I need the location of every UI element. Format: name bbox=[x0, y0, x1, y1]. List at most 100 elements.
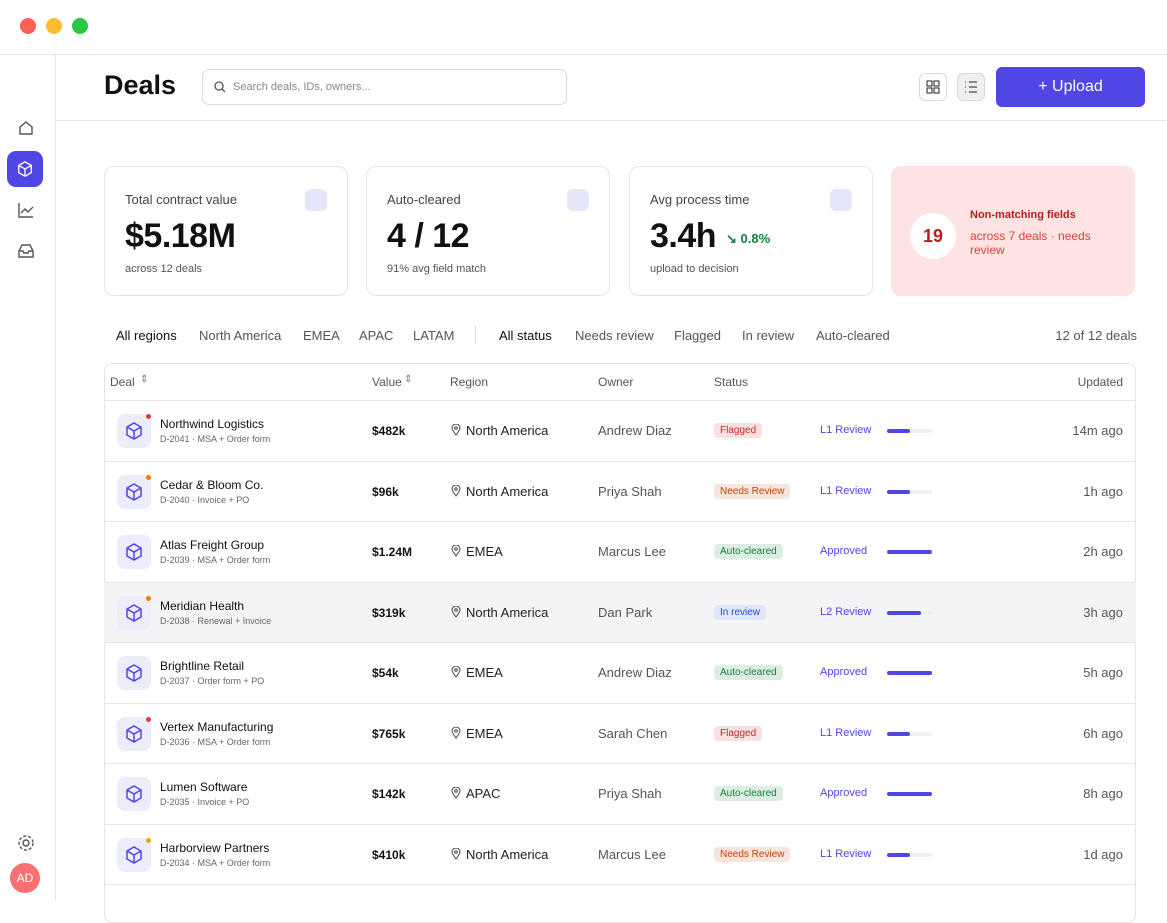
deal-id: D-2034 · MSA + Order form bbox=[160, 857, 271, 868]
grid-view-button[interactable] bbox=[919, 73, 947, 101]
stage[interactable]: L1 Review bbox=[820, 847, 872, 860]
alert-dot bbox=[146, 474, 151, 480]
progress-track bbox=[887, 489, 932, 494]
status-filter[interactable]: Flagged bbox=[674, 328, 721, 343]
region: North America bbox=[466, 423, 549, 438]
progress-bar bbox=[887, 489, 910, 494]
sort-icon: ⇕ bbox=[404, 374, 413, 385]
deal-name: Lumen Software bbox=[160, 780, 248, 794]
stat-sub: across 12 deals bbox=[125, 263, 203, 275]
progress-bar bbox=[887, 550, 932, 554]
pin-icon bbox=[451, 544, 461, 560]
deal-name: Vertex Manufacturing bbox=[160, 719, 274, 734]
updated: 5h ago bbox=[1083, 665, 1123, 680]
sidebar: AD bbox=[0, 55, 56, 901]
page-title: Deals bbox=[104, 70, 177, 100]
deal-value: $142k bbox=[372, 787, 406, 801]
region: EMEA bbox=[466, 544, 503, 559]
deal-icon bbox=[117, 535, 151, 569]
deal-value: $410k bbox=[372, 847, 406, 862]
stat-sub: 91% avg field match bbox=[387, 263, 487, 275]
deal-id: D-2041 · MSA + Order form bbox=[160, 434, 271, 444]
search-box[interactable]: Search deals, IDs, owners... bbox=[202, 69, 567, 105]
table-row[interactable]: Atlas Freight Group D-2039 · MSA + Order … bbox=[104, 521, 1136, 582]
status-filter[interactable]: In review bbox=[742, 328, 795, 343]
deal-name: Cedar & Bloom Co. bbox=[160, 477, 264, 492]
table-row[interactable]: Harborview Partners D-2034 · MSA + Order … bbox=[104, 823, 1136, 885]
region-filter[interactable]: North America bbox=[199, 328, 282, 343]
stage[interactable]: L2 Review bbox=[820, 605, 872, 618]
region: North America bbox=[466, 604, 549, 620]
region: APAC bbox=[466, 786, 501, 801]
owner: Andrew Diaz bbox=[598, 423, 672, 438]
stage[interactable]: L1 Review bbox=[820, 484, 872, 497]
stage[interactable]: Approved bbox=[820, 787, 868, 799]
progress-bar bbox=[887, 671, 932, 675]
inbox-icon[interactable] bbox=[16, 241, 36, 261]
progress-track bbox=[887, 429, 932, 433]
table-row[interactable]: Cedar & Bloom Co. D-2040 · Invoice + PO $9… bbox=[104, 460, 1136, 522]
table-row[interactable]: Lumen Software D-2035 · Invoice + PO $142k… bbox=[104, 763, 1136, 824]
deal-id: D-2039 · MSA + Order form bbox=[160, 555, 271, 565]
table-row[interactable]: Vertex Manufacturing D-2036 · MSA + Order… bbox=[104, 702, 1136, 764]
stat-card: Total contract value $5.18M across 12 deal… bbox=[104, 166, 348, 296]
status-filter[interactable]: All status bbox=[499, 328, 552, 343]
owner: Sarah Chen bbox=[598, 725, 668, 741]
table-row[interactable]: Northwind Logistics D-2041 · MSA + Order … bbox=[104, 400, 1136, 461]
stage[interactable]: Approved bbox=[820, 545, 868, 557]
region-filter[interactable]: EMEA bbox=[303, 328, 340, 343]
status-filter[interactable]: Auto-cleared bbox=[816, 328, 890, 343]
stage[interactable]: L1 Review bbox=[820, 424, 872, 436]
settings-icon[interactable] bbox=[16, 833, 36, 853]
upload-button[interactable]: + Upload bbox=[996, 67, 1145, 107]
deals-nav[interactable] bbox=[7, 151, 43, 187]
deal-id: D-2040 · Invoice + PO bbox=[160, 494, 250, 505]
updated: 8h ago bbox=[1083, 786, 1123, 801]
deal-id: D-2036 · MSA + Order form bbox=[160, 736, 271, 747]
pin-icon bbox=[451, 726, 461, 742]
updated: 1h ago bbox=[1083, 483, 1123, 499]
analytics-icon[interactable] bbox=[16, 200, 36, 220]
column-header: Region bbox=[450, 375, 489, 389]
list-view-button[interactable] bbox=[957, 73, 985, 101]
deal-icon bbox=[117, 414, 151, 448]
stage[interactable]: Approved bbox=[820, 666, 868, 678]
column-header[interactable]: Value bbox=[372, 375, 402, 389]
deal-name: Northwind Logistics bbox=[160, 417, 265, 431]
pin-icon bbox=[451, 665, 461, 681]
region-filter[interactable]: APAC bbox=[359, 328, 394, 343]
page: AD Deals Search deals, IDs, owners... + … bbox=[0, 18, 1167, 923]
alert-dot bbox=[146, 716, 151, 722]
pin-icon bbox=[451, 423, 461, 439]
deal-id: D-2037 · Order form + PO bbox=[160, 676, 265, 686]
status-badge: In review bbox=[714, 604, 767, 620]
stat-sub: upload to decision bbox=[650, 263, 739, 275]
region-filter[interactable]: LATAM bbox=[413, 328, 455, 343]
stat-card: Auto-cleared 4 / 12 91% avg field match bbox=[366, 166, 610, 296]
deal-id: D-2038 · Renewal + Invoice bbox=[160, 615, 272, 626]
deal-icon bbox=[117, 656, 151, 690]
table-row[interactable]: Brightline Retail D-2037 · Order form + P… bbox=[104, 642, 1136, 703]
region-filter[interactable]: All regions bbox=[116, 328, 177, 343]
deal-icon bbox=[117, 777, 151, 811]
pin-icon bbox=[451, 786, 461, 802]
owner: Andrew Diaz bbox=[598, 665, 672, 680]
search-placeholder: Search deals, IDs, owners... bbox=[233, 81, 371, 93]
alert-card[interactable]: 19 Non-matching fields across 7 deals · … bbox=[891, 166, 1135, 296]
home-icon[interactable] bbox=[16, 118, 36, 138]
avatar[interactable]: AD bbox=[10, 863, 40, 893]
owner: Marcus Lee bbox=[598, 846, 666, 862]
region: North America bbox=[466, 483, 549, 499]
status-badge: Needs Review bbox=[714, 846, 791, 862]
deal-icon bbox=[117, 474, 151, 509]
updated: 6h ago bbox=[1083, 725, 1123, 741]
stage[interactable]: L1 Review bbox=[820, 726, 872, 739]
deal-value: $482k bbox=[372, 424, 406, 438]
stat-label: Avg process time bbox=[650, 192, 750, 207]
table-row[interactable]: Meridian Health D-2038 · Renewal + Invoic… bbox=[104, 581, 1136, 643]
deal-name: Meridian Health bbox=[160, 598, 245, 613]
deal-value: $765k bbox=[372, 726, 406, 741]
column-header[interactable]: Deal bbox=[110, 375, 135, 389]
status-filter[interactable]: Needs review bbox=[575, 328, 654, 343]
owner: Priya Shah bbox=[598, 786, 662, 801]
